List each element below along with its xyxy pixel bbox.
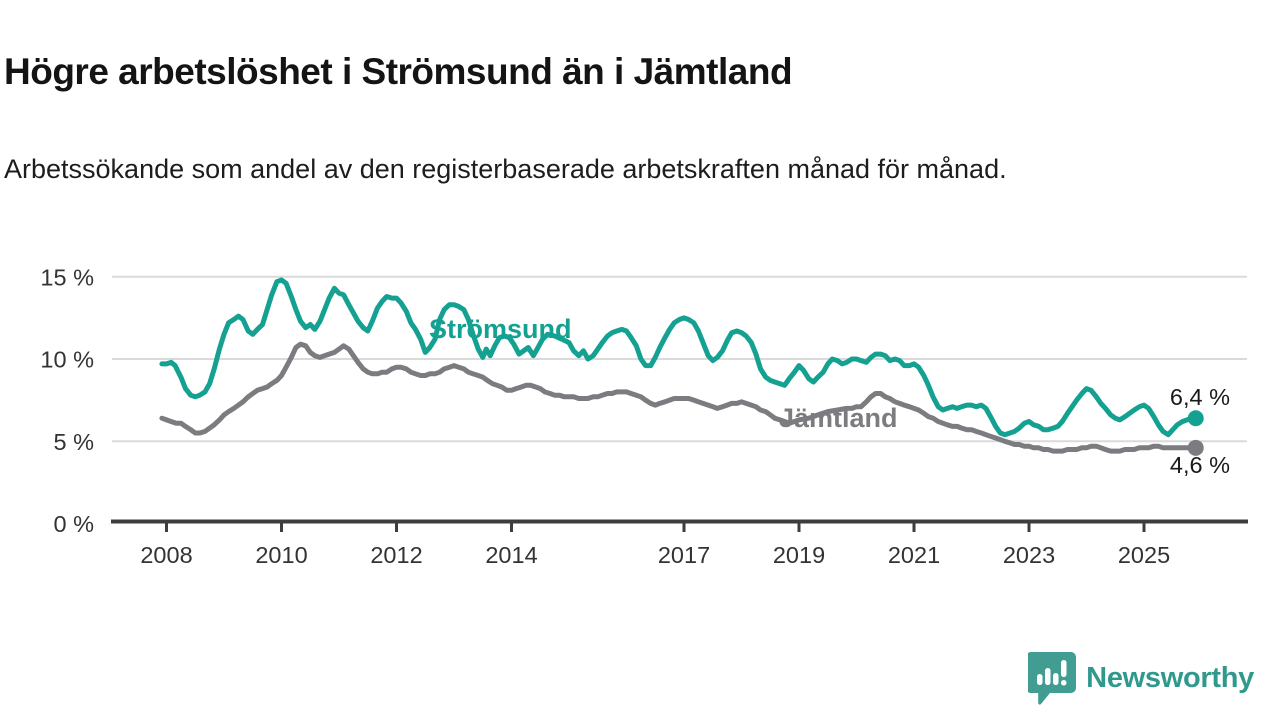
series-label-jmtland: Jämtland — [779, 403, 898, 433]
y-axis-label-10: 10 % — [40, 347, 94, 373]
x-axis-label-2008: 2008 — [140, 542, 192, 568]
chart-subtitle: Arbetssökande som andel av den registerb… — [4, 154, 1007, 184]
series-end-dot-strmsund — [1187, 410, 1204, 427]
x-axis-label-2023: 2023 — [1003, 542, 1055, 568]
y-axis-label-5: 5 % — [54, 429, 95, 455]
end-value-label-jmtland: 4,6 % — [1170, 452, 1230, 478]
series-line-strmsund — [159, 277, 1195, 438]
end-value-label-strmsund: 6,4 % — [1170, 384, 1230, 410]
x-axis-label-2012: 2012 — [370, 542, 422, 568]
page-title: Högre arbetslöshet i Strömsund än i Jämt… — [4, 50, 793, 92]
newsworthy-logo-icon — [1028, 652, 1077, 705]
x-axis-label-2010: 2010 — [255, 542, 307, 568]
newsworthy-brand-text: Newsworthy — [1086, 661, 1254, 694]
y-axis-label-15: 15 % — [40, 264, 94, 290]
x-axis-label-2014: 2014 — [485, 542, 537, 568]
series-line-jmtland — [159, 341, 1195, 454]
x-axis-label-2019: 2019 — [773, 542, 825, 568]
newsworthy-brand: Newsworthy — [1028, 650, 1254, 706]
x-axis-label-2021: 2021 — [888, 542, 940, 568]
series-end-dot-jmtland — [1187, 439, 1204, 456]
series-label-strmsund: Strömsund — [429, 314, 572, 344]
x-axis-label-2017: 2017 — [658, 542, 710, 568]
y-axis-label-0: 0 % — [54, 511, 95, 537]
x-axis-label-2025: 2025 — [1118, 542, 1170, 568]
